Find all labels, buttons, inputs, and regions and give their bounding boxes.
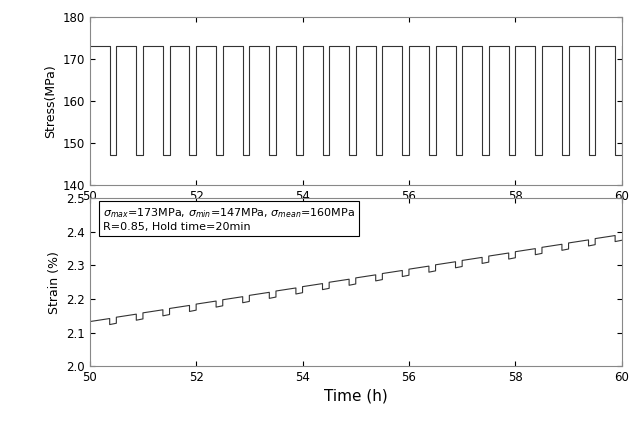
X-axis label: Time (h): Time (h) — [324, 388, 388, 403]
Y-axis label: Strain (%): Strain (%) — [47, 251, 60, 314]
Y-axis label: Stress(MPa): Stress(MPa) — [44, 64, 57, 138]
Text: $\sigma_{max}$=173MPa, $\sigma_{min}$=147MPa, $\sigma_{mean}$=160MPa
R=0.85, Hol: $\sigma_{max}$=173MPa, $\sigma_{min}$=14… — [103, 207, 355, 232]
